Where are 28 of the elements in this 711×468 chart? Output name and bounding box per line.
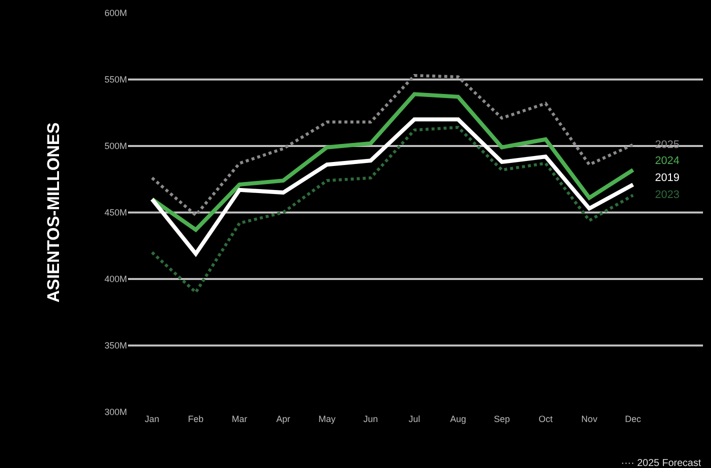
- line-series: [150, 74, 635, 217]
- x-tick-label: Apr: [276, 414, 290, 424]
- series-label: 2019: [655, 172, 680, 184]
- y-tick-label: 500M: [104, 141, 127, 152]
- x-tick-label: Sep: [494, 414, 510, 424]
- series-label: 2023: [655, 189, 680, 201]
- y-tick-label: 350M: [104, 340, 127, 351]
- text: 2024: [655, 155, 680, 167]
- line-series: [150, 117, 636, 256]
- y-axis-title: ASIENTOS-MILLONES: [44, 122, 64, 303]
- x-tick-label: Jul: [408, 414, 420, 424]
- line-series: [150, 92, 636, 232]
- y-tick-label: 450M: [104, 208, 127, 218]
- x-tick-label: Feb: [188, 414, 204, 424]
- y-tick-label: 600M: [104, 8, 127, 18]
- x-tick-label: Jun: [363, 414, 378, 424]
- x-tick-label: Mar: [232, 414, 248, 424]
- x-tick-label: Jan: [144, 414, 160, 424]
- x-tick-label: Dec: [625, 414, 642, 424]
- x-tick-label: Nov: [581, 414, 598, 424]
- x-tick-label: May: [318, 414, 336, 424]
- y-tick-label: 400M: [104, 274, 127, 284]
- line-series: [150, 126, 635, 294]
- text: ···· 2025 Forecast: [621, 458, 702, 468]
- y-tick-label: 300M: [104, 407, 127, 418]
- x-tick-label: Aug: [450, 414, 466, 424]
- x-tick-label: Oct: [538, 414, 554, 424]
- y-tick-label: 550M: [104, 74, 127, 85]
